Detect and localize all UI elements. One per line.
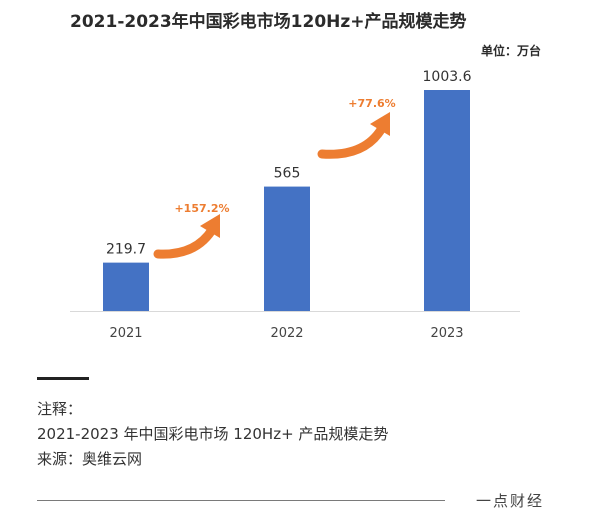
growth-arrow-2 <box>317 123 387 159</box>
notes-source: 来源：奥维云网 <box>37 450 143 468</box>
notes-heading: 注释： <box>37 400 83 418</box>
unit-label: 单位：万台 <box>480 44 541 58</box>
section-divider <box>37 377 89 380</box>
chart-title: 2021-2023年中国彩电市场120Hz+产品规模走势 <box>70 12 467 32</box>
notes-line: 2021-2023 年中国彩电市场 120Hz+ 产品规模走势 <box>37 425 389 443</box>
x-tick-label-2023: 2023 <box>430 326 463 341</box>
growth-arrow-head-1 <box>200 214 220 238</box>
growth-arrow-head-2 <box>370 112 390 136</box>
bar-2021 <box>103 262 149 311</box>
value-label-2021: 219.7 <box>106 242 146 258</box>
bar-chart: 219.7 2021 565 2022 1003.6 2023 +157.2% +77.6% <box>70 69 520 341</box>
growth-label-1: +157.2% <box>174 202 229 215</box>
value-label-2023: 1003.6 <box>423 69 472 85</box>
footer-divider <box>37 500 445 501</box>
x-tick-label-2022: 2022 <box>270 326 303 341</box>
growth-arrow-1 <box>153 225 217 259</box>
value-label-2022: 565 <box>274 166 301 182</box>
growth-label-2: +77.6% <box>348 97 395 110</box>
x-tick-label-2021: 2021 <box>109 326 142 341</box>
bar-2022 <box>264 186 310 311</box>
notes-block: 注释： 2021-2023 年中国彩电市场 120Hz+ 产品规模走势 来源：奥… <box>37 397 388 472</box>
bar-2023 <box>424 90 470 311</box>
footer-brand: 一点财经 <box>476 492 545 510</box>
